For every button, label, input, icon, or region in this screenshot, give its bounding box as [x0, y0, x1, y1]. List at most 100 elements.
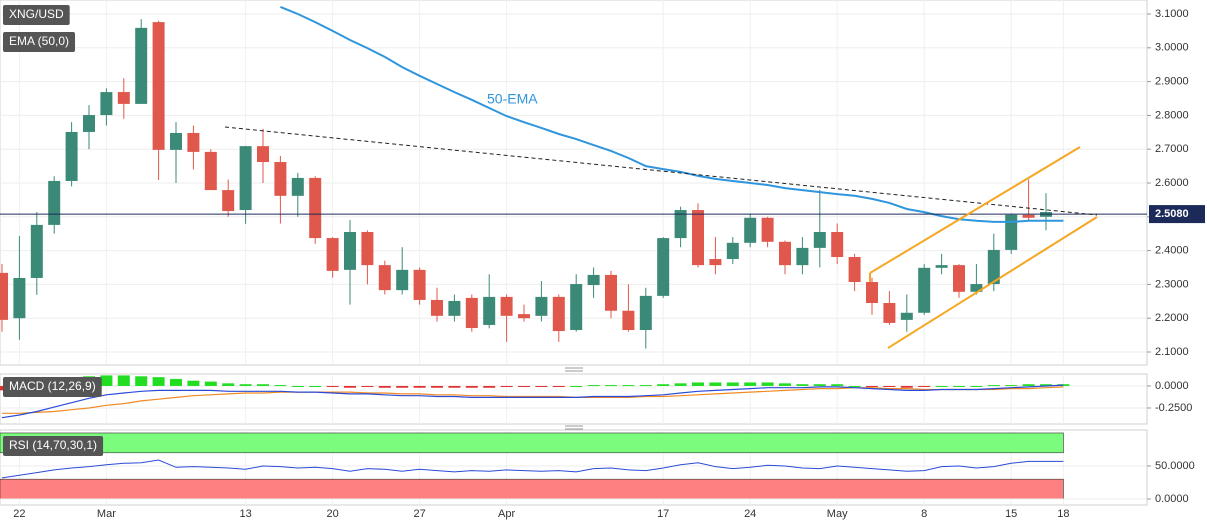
candle-body [674, 210, 687, 239]
histogram-bar [204, 381, 217, 386]
candle-body [831, 231, 844, 258]
rsi-band [0, 478, 1064, 500]
pane-label: EMA (50,0) [9, 34, 69, 48]
candle-body [796, 247, 809, 266]
histogram-bar [674, 383, 687, 386]
candle-body [274, 162, 287, 196]
candle-body [448, 300, 461, 316]
candle-body [622, 310, 635, 331]
candle-body [152, 22, 165, 150]
histogram-bar [518, 385, 530, 387]
histogram-bar [152, 377, 165, 386]
histogram-bar [222, 383, 235, 386]
candle-body [413, 269, 426, 300]
histogram-bar [970, 385, 983, 387]
candle-body [726, 242, 739, 260]
x-tick-label: 27 [413, 508, 425, 520]
y-tick-label: 2.9000 [1155, 75, 1189, 87]
histogram-bar [552, 385, 565, 387]
histogram-bar [257, 384, 269, 386]
histogram-bar [431, 385, 443, 388]
x-tick-label: Mar [97, 508, 116, 520]
histogram-bar [117, 375, 130, 386]
candle-body [396, 269, 409, 291]
candle-body [483, 296, 496, 325]
current-price-box [1149, 205, 1205, 224]
histogram-bar [953, 385, 965, 387]
channel-lower [887, 216, 1098, 349]
pane-handles [565, 367, 583, 430]
candle-body [65, 131, 78, 181]
candle-body [709, 259, 722, 266]
candle-body [239, 146, 252, 211]
candle-body [291, 177, 304, 196]
histogram-bar [239, 384, 252, 386]
candle-body [465, 297, 478, 328]
pane-label: MACD (12,26,9) [9, 379, 96, 393]
histogram-bar [500, 385, 513, 387]
x-tick-label: Apr [498, 508, 515, 520]
pane-label-box [3, 377, 102, 397]
histogram-bar [796, 384, 809, 386]
grid [0, 0, 1151, 505]
ema-label: 50-EMA [487, 91, 538, 107]
candle-body [535, 296, 548, 316]
candle-body [361, 231, 374, 266]
labels: 2.10002.20002.30002.40002.50002.60002.70… [3, 5, 1205, 520]
histogram-bar [639, 385, 652, 387]
x-tick-label: 20 [326, 508, 338, 520]
candle-body [970, 284, 983, 292]
candle-body [309, 177, 322, 239]
candle-body [257, 146, 269, 163]
histogram-bar [361, 385, 374, 387]
y-tick-label: -0.2500 [1155, 402, 1192, 414]
candle-body [1005, 214, 1018, 250]
y-tick-label: 2.3000 [1155, 278, 1189, 290]
candle-body [848, 257, 861, 283]
candle-body [1022, 214, 1035, 218]
histogram-bar [326, 385, 339, 387]
candle-body [135, 27, 148, 104]
histogram-bar [465, 385, 478, 388]
candle-body [222, 190, 235, 212]
histogram-bar [987, 385, 1000, 387]
y-tick-label: 2.1000 [1155, 346, 1189, 358]
histogram-bar [483, 385, 496, 388]
candle-body [587, 274, 600, 286]
y-tick-label: 50.0000 [1155, 460, 1195, 472]
histogram-bar [622, 385, 635, 387]
candles [0, 5, 1064, 349]
y-tick-label: 0.0000 [1155, 380, 1189, 392]
x-tick-label: May [827, 508, 848, 520]
pane-label: RSI (14,70,30,1) [9, 438, 97, 452]
histogram-bar [378, 385, 391, 388]
histogram-bar [309, 385, 322, 387]
x-tick-label: 18 [1057, 508, 1069, 520]
pane-label-box [3, 32, 76, 52]
y-tick-label: 3.1000 [1155, 8, 1189, 20]
histogram-bar [1040, 384, 1052, 386]
candle-body [657, 238, 670, 296]
candle-body [344, 231, 356, 270]
candle-body [0, 272, 8, 320]
histogram-bar [657, 384, 670, 386]
pane-label-box [3, 436, 104, 456]
candle-body [48, 180, 61, 225]
candle-body [100, 92, 113, 116]
x-tick-label: 22 [13, 508, 25, 520]
candle-body [570, 284, 583, 331]
histogram-bar [187, 380, 200, 386]
histogram-bar [170, 378, 182, 386]
x-tick-label: 13 [239, 508, 251, 520]
candle-body [117, 92, 130, 104]
candle-body [953, 265, 965, 292]
histogram-bar [918, 385, 931, 387]
candle-body [813, 231, 826, 248]
histogram-bar [570, 385, 583, 387]
histogram-bar [883, 385, 896, 387]
y-tick-label: 2.8000 [1155, 109, 1189, 121]
histogram-bar [692, 382, 704, 386]
signal-line [2, 386, 1064, 414]
histogram-bar [274, 385, 287, 387]
